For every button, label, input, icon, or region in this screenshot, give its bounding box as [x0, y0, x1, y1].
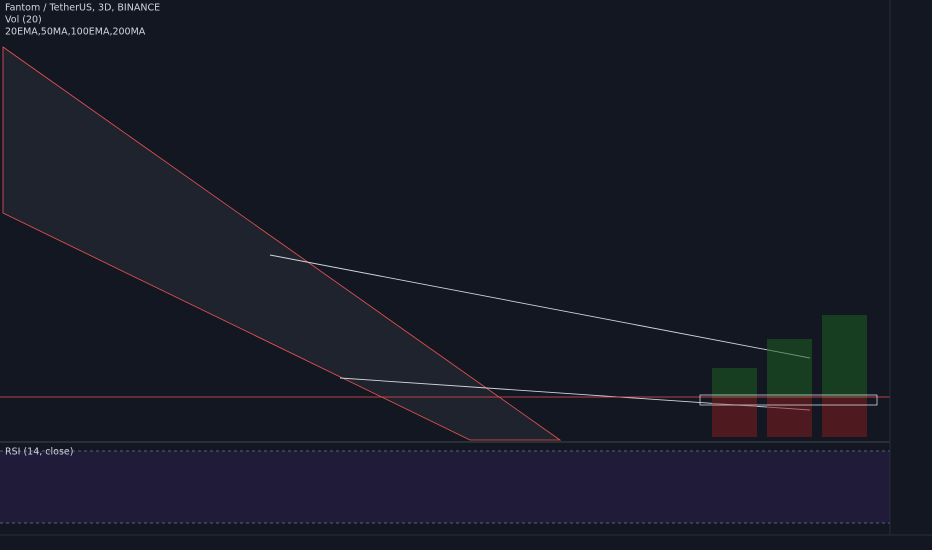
stop-zone	[822, 398, 867, 437]
rsi-band	[0, 451, 890, 523]
range-box	[699, 394, 878, 406]
price-axis	[890, 0, 932, 550]
target-zone	[712, 368, 757, 398]
stop-zone	[712, 398, 757, 437]
indicators-label: 20EMA,50MA,100EMA,200MA	[5, 27, 146, 38]
volume-label: Vol (20)	[5, 15, 42, 26]
chart-title: Fantom / TetherUS, 3D, BINANCE	[5, 3, 160, 14]
stop-zone	[767, 398, 812, 437]
target-zone	[767, 339, 812, 398]
descending-channel	[2, 46, 562, 441]
trend-line	[269, 254, 811, 359]
rsi-label: RSI (14, close)	[5, 447, 73, 458]
target-zone	[822, 315, 867, 398]
